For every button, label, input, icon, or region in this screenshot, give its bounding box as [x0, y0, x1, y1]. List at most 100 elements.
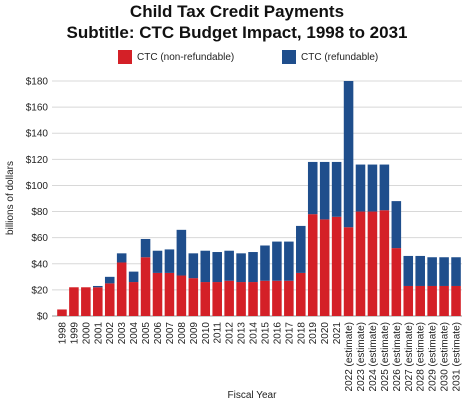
chart-title: Child Tax Credit Payments: [129, 2, 345, 21]
legend-item-nonrefundable: CTC (non-refundable): [118, 50, 234, 64]
bar-nonrefundable: [331, 216, 342, 316]
x-tick-label: 2005: [141, 322, 152, 345]
bar-nonrefundable: [248, 282, 258, 316]
x-tick-label: 2006: [153, 322, 164, 345]
x-tick-label: 2028 (estimate): [416, 322, 427, 391]
x-tick-label: 2014: [249, 322, 260, 345]
x-tick-label: 2001: [93, 322, 104, 345]
bar-nonrefundable: [116, 262, 127, 316]
y-tick-label: $40: [31, 259, 48, 270]
y-tick-label: $120: [26, 155, 49, 166]
bar-nonrefundable: [57, 309, 67, 316]
x-tick-label: 2009: [189, 322, 200, 345]
bar-nonrefundable: [284, 280, 294, 316]
bar-refundable: [272, 241, 282, 281]
bar-nonrefundable: [296, 272, 306, 316]
bar-nonrefundable: [236, 282, 246, 316]
y-tick-label: $180: [26, 77, 49, 88]
x-tick-label: 2023 (estimate): [356, 322, 367, 391]
bar-nonrefundable: [93, 287, 103, 316]
x-tick-label: 2016: [272, 322, 283, 345]
y-tick-label: $0: [37, 312, 49, 323]
x-tick-label: 2008: [177, 322, 188, 345]
bar-nonrefundable: [152, 272, 163, 316]
x-tick-label: 2024 (estimate): [368, 322, 379, 391]
bar-refundable: [188, 253, 199, 279]
bar-nonrefundable: [140, 257, 151, 316]
x-tick-label: 2010: [201, 322, 212, 345]
y-tick-label: $160: [26, 103, 49, 114]
x-tick-label: 1998: [57, 322, 68, 345]
bar-refundable: [439, 257, 449, 286]
bar-refundable: [355, 164, 366, 212]
bar-nonrefundable: [343, 227, 354, 316]
bar-nonrefundable: [212, 282, 222, 316]
x-tick-label: 2031 (estimate): [452, 322, 463, 391]
bar-nonrefundable: [319, 219, 330, 316]
bar-refundable: [152, 250, 163, 273]
legend-item-refundable: CTC (refundable): [282, 50, 378, 64]
x-tick-label: 2022 (estimate): [344, 322, 355, 391]
bar-nonrefundable: [81, 287, 91, 316]
bar-nonrefundable: [307, 214, 318, 316]
bar-refundable: [236, 253, 246, 283]
bar-refundable: [427, 257, 437, 286]
y-tick-label: $80: [31, 207, 48, 218]
x-tick-label: 2017: [284, 322, 295, 345]
bar-nonrefundable: [176, 275, 187, 316]
x-tick-label: 2027 (estimate): [404, 322, 415, 391]
legend-label-nonrefundable: CTC (non-refundable): [137, 51, 235, 63]
bar-nonrefundable: [355, 211, 366, 316]
bar-refundable: [200, 250, 211, 283]
bar-refundable: [260, 245, 270, 281]
legend-label-refundable: CTC (refundable): [301, 51, 379, 63]
x-tick-label: 2030 (estimate): [440, 322, 451, 391]
x-tick-label: 2019: [308, 322, 319, 345]
y-tick-label: $100: [26, 181, 49, 192]
x-tick-label: 2011: [213, 322, 224, 344]
x-tick-label: 2026 (estimate): [392, 322, 403, 391]
bar-refundable: [379, 164, 390, 211]
bar-nonrefundable: [439, 285, 449, 316]
bar-nonrefundable: [272, 280, 282, 316]
x-tick-label: 2029 (estimate): [428, 322, 439, 391]
y-tick-label: $60: [31, 233, 48, 244]
x-tick-label: 2007: [165, 322, 176, 345]
bar-refundable: [176, 229, 187, 276]
bar-nonrefundable: [427, 285, 437, 316]
bar-nonrefundable: [128, 282, 139, 316]
bar-refundable: [415, 255, 425, 286]
x-tick-label: 2020: [320, 322, 331, 345]
bar-refundable: [343, 81, 354, 228]
bar-nonrefundable: [451, 285, 461, 316]
bar-refundable: [140, 238, 151, 258]
bar-refundable: [403, 255, 414, 286]
bar-refundable: [164, 249, 175, 273]
bar-nonrefundable: [403, 285, 414, 316]
bar-nonrefundable: [391, 248, 402, 316]
bar-refundable: [93, 285, 103, 288]
bar-nonrefundable: [104, 283, 115, 316]
bar-refundable: [391, 201, 402, 249]
bar-refundable: [296, 225, 306, 273]
legend-swatch-nonrefundable: [118, 50, 132, 64]
bar-nonrefundable: [69, 287, 79, 316]
y-tick-label: $20: [31, 285, 48, 296]
bar-nonrefundable: [200, 282, 211, 316]
legend-swatch-refundable: [282, 50, 296, 64]
bar-refundable: [104, 276, 115, 284]
x-tick-label: 2012: [225, 322, 236, 345]
bar-refundable: [331, 161, 342, 217]
bar-refundable: [212, 252, 222, 283]
bar-nonrefundable: [379, 210, 390, 316]
bar-refundable: [307, 161, 318, 215]
bar-nonrefundable: [415, 285, 425, 316]
bar-nonrefundable: [188, 278, 199, 316]
y-tick-label: $140: [26, 129, 49, 140]
x-tick-label: 1999: [69, 322, 80, 345]
x-tick-label: 2018: [296, 322, 307, 345]
bar-nonrefundable: [224, 280, 234, 316]
bar-refundable: [224, 250, 234, 281]
x-tick-label: 2002: [105, 322, 116, 345]
